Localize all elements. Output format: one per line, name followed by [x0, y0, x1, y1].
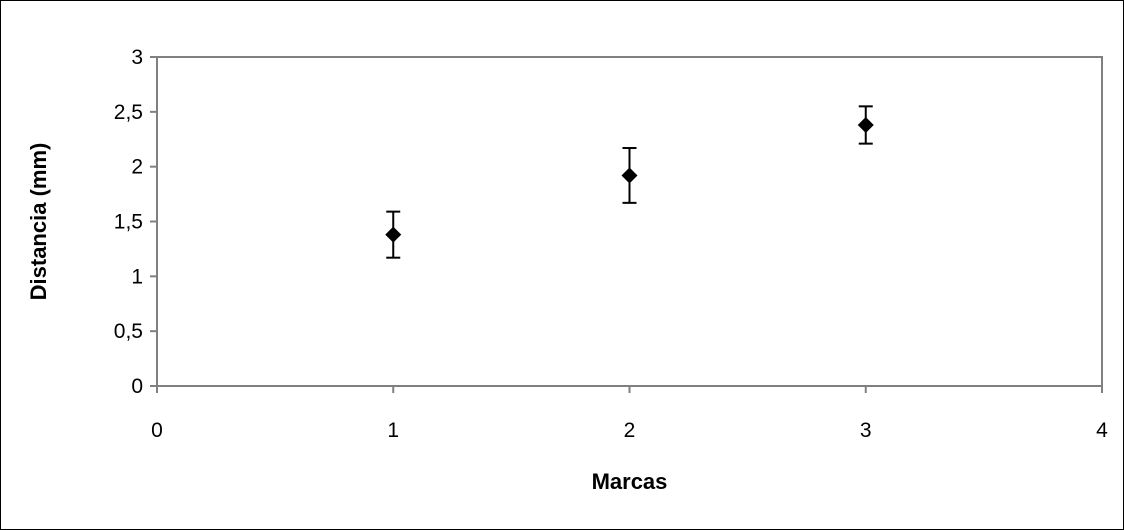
y-axis-ticks: 0 0,5 1 1,5 2 2,5 3 — [114, 46, 157, 398]
y-tick-label: 0 — [131, 375, 143, 398]
x-tick-label: 4 — [1096, 419, 1108, 442]
x-axis-ticks: 0 1 2 3 4 — [151, 386, 1108, 442]
y-tick-label: 3 — [131, 46, 143, 69]
data-points — [385, 116, 874, 243]
data-point — [857, 116, 874, 133]
x-tick-label: 0 — [151, 419, 163, 442]
y-tick-label: 1,5 — [114, 211, 143, 234]
data-point — [385, 226, 402, 243]
x-tick-label: 3 — [860, 419, 872, 442]
data-point — [621, 167, 638, 184]
y-axis-title: Distancia (mm) — [26, 143, 51, 301]
x-tick-label: 1 — [387, 419, 399, 442]
y-tick-label: 0,5 — [114, 320, 143, 343]
plot-area — [156, 56, 1103, 387]
x-tick-label: 2 — [624, 419, 636, 442]
y-tick-label: 1 — [131, 265, 143, 288]
x-axis-title: Marcas — [592, 469, 668, 494]
y-tick-label: 2,5 — [114, 101, 143, 124]
axes — [156, 56, 1103, 387]
y-tick-label: 2 — [131, 156, 143, 179]
